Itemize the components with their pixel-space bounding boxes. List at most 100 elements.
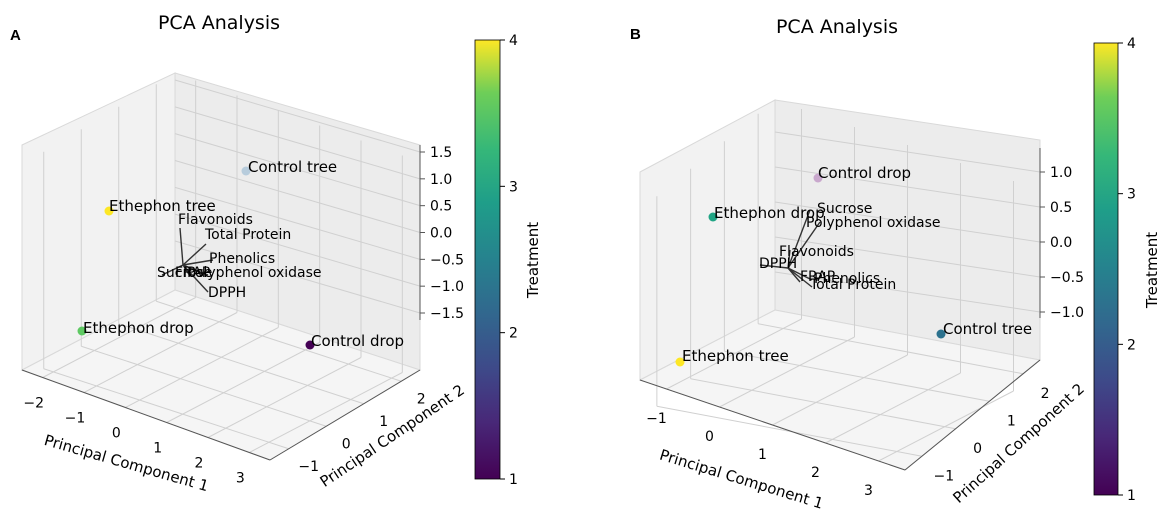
point-label: Control tree [943,320,1032,338]
colorbar-tick-label: 3 [1127,187,1136,203]
colorbar-tick-label: 1 [509,472,518,488]
loading-label: Phenolics [814,271,880,287]
loading-label: Polyphenol oxidase [806,215,941,231]
data-point [241,166,251,176]
x-tick-label: 2 [811,465,820,481]
panel-b: B PCA Analysis −1 0 1 2 3 −1 0 1 2 1.0 0.5 0.0 −0.… [630,16,1161,513]
z-tick-label: 0.0 [430,226,452,242]
panel-b-letter: B [630,26,641,43]
panel-b-z-ticks: 1.0 0.5 0.0 −0.5 −1.0 [1040,165,1084,321]
loading-label: Sucrose [817,201,872,217]
panel-a-loading-vectors [161,227,214,293]
panel-b-x-ticks: −1 0 1 2 3 [646,411,873,499]
z-tick-label: −1.0 [1050,305,1084,321]
panel-a-colorbar [474,39,501,480]
data-point [675,357,685,367]
loading-label: Sucrose [157,265,212,281]
panel-a-gridlines [42,79,421,453]
panel-b-colorbar-label: Treatment [1143,232,1161,309]
data-point [305,340,315,350]
y-tick-label: 0 [342,436,351,452]
z-tick-label: 0.5 [430,199,452,215]
colorbar-tick-label: 4 [509,33,518,49]
x-tick-label: 0 [705,429,714,445]
x-tick-label: −2 [23,396,44,412]
loading-label: Flavonoids [178,212,253,228]
data-point [936,329,946,339]
loading-label: Polyphenol oxidase [187,265,322,281]
z-tick-label: 1.0 [430,172,452,188]
panel-a-y-ticks: −1 0 1 2 [298,391,425,475]
z-tick-label: −0.5 [1050,270,1084,286]
point-label: Control drop [818,164,911,182]
colorbar-tick-label: 4 [1127,36,1136,52]
panel-a-x-axis-line [21,369,271,461]
panel-a-loading-labels: Flavonoids Total Protein Phenolics Polyp… [157,212,322,301]
z-tick-label: 0.0 [1050,235,1072,251]
x-tick-label: −1 [646,411,667,427]
data-point [104,206,114,216]
y-tick-label: 1 [1007,413,1016,429]
colorbar-tick-label: 2 [509,326,518,342]
x-tick-label: 1 [153,441,162,457]
x-tick-label: 2 [195,456,204,472]
data-point [813,173,823,183]
loading-label: Total Protein [809,277,896,293]
point-label: Ethephon tree [109,197,216,215]
point-label: Control drop [311,332,404,350]
z-tick-label: 1.0 [1050,165,1072,181]
panel-b-title: PCA Analysis [776,16,898,38]
point-label: Ethephon tree [682,347,789,365]
loading-label: Total Protein [204,227,291,243]
x-tick-label: 0 [112,426,121,442]
point-label: Control tree [248,158,337,176]
panel-b-colorbar-ticks: 1 2 3 4 [1118,36,1136,504]
colorbar-tick-label: 2 [1127,337,1136,353]
x-tick-label: 3 [864,483,873,499]
y-tick-label: 1 [379,414,388,430]
panel-a-y-axis-line [269,369,421,461]
y-tick-label: −1 [934,468,955,484]
panel-a: A PCA Analysis −2 −1 0 1 2 3 −1 0 1 2 1.5 1.0 0.5 0… [10,12,542,495]
panel-a-letter: A [10,27,21,44]
panel-a-x-axis-label: Principal Component 1 [42,431,210,495]
data-point [708,212,718,222]
z-tick-label: 1.5 [430,145,452,161]
x-tick-label: 3 [236,471,245,487]
point-label: Ethephon drop [714,204,825,222]
panel-b-x-axis-line [639,379,906,471]
panel-a-z-ticks: 1.5 1.0 0.5 0.0 −0.5 −1.0 −1.5 [420,145,464,322]
y-tick-label: 0 [973,441,982,457]
loading-label: DPPH [208,285,246,301]
z-tick-label: 0.5 [1050,200,1072,216]
colorbar-tick-label: 1 [1127,488,1136,504]
x-tick-label: −1 [65,411,86,427]
y-tick-label: 2 [1041,386,1050,402]
panel-a-x-ticks: −2 −1 0 1 2 3 [23,396,244,487]
panel-b-y-axis-line [904,359,1041,471]
panel-a-point-labels: Control tree Ethephon tree Ethephon drop… [83,158,404,350]
panel-a-colorbar-ticks: 1 2 3 4 [500,33,518,488]
z-tick-label: −0.5 [430,252,464,268]
panel-a-points [77,166,315,350]
panel-b-loading-vectors [759,209,821,288]
y-tick-label: 2 [417,391,426,407]
loading-label: FRAP [175,265,210,281]
colorbar-tick-label: 3 [509,179,518,195]
loading-label: Flavonoids [779,244,854,260]
loading-label: DPPH [759,256,797,272]
panel-b-y-ticks: −1 0 1 2 [934,386,1050,485]
panel-b-point-labels: Control drop Ethephon drop Control tree … [682,164,1032,365]
point-label: Ethephon drop [83,319,194,337]
loading-label: Phenolics [209,251,275,267]
loading-label: FRAP [800,269,835,285]
panel-b-x-axis-label: Principal Component 1 [657,446,825,513]
panel-b-colorbar [1093,42,1119,496]
z-tick-label: −1.0 [430,279,464,295]
x-tick-label: 1 [758,447,767,463]
z-tick-label: −1.5 [430,306,464,322]
data-point [77,326,87,336]
panel-b-points [675,173,946,367]
panel-b-loading-labels: Sucrose Polyphenol oxidase Flavonoids DP… [759,201,941,293]
